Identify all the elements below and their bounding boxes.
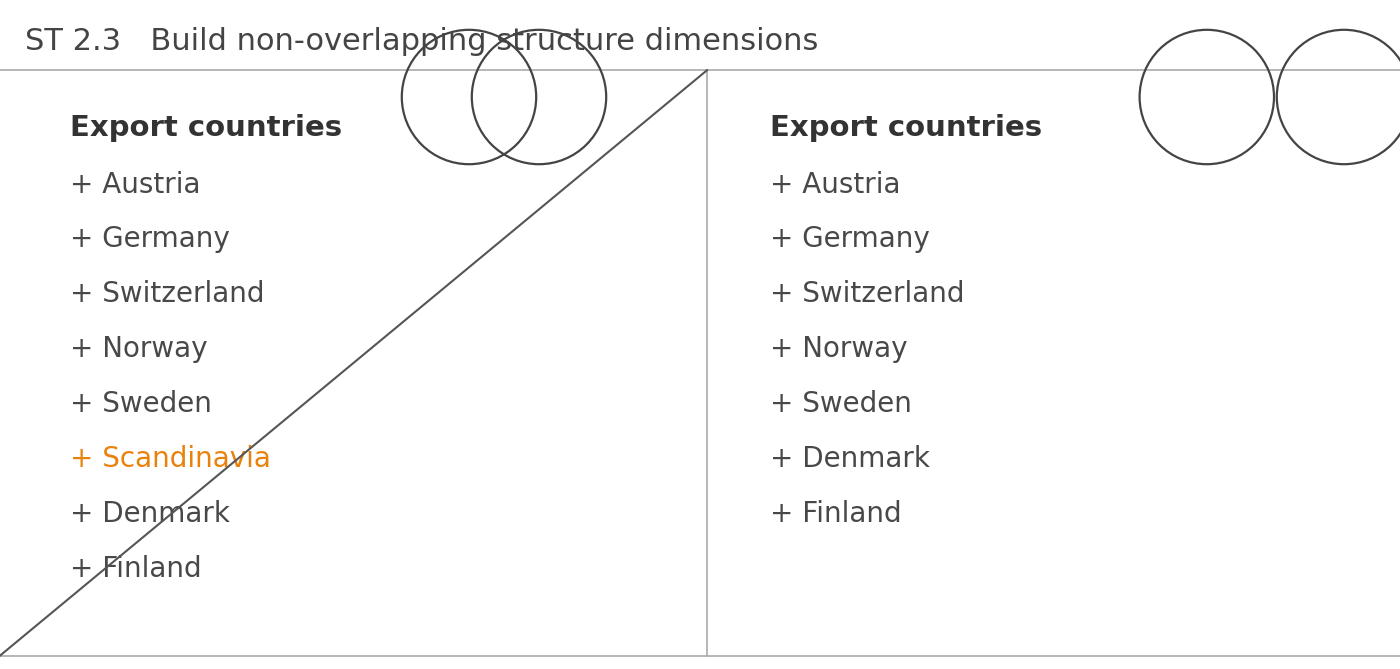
Text: + Austria: + Austria [70,171,200,199]
Text: + Sweden: + Sweden [770,390,911,418]
Text: + Germany: + Germany [70,225,230,254]
Text: + Switzerland: + Switzerland [70,280,265,308]
Text: + Scandinavia: + Scandinavia [70,445,270,473]
Text: + Austria: + Austria [770,171,900,199]
Text: + Denmark: + Denmark [70,500,230,528]
Text: + Norway: + Norway [70,335,207,363]
Text: + Denmark: + Denmark [770,445,930,473]
Text: ST 2.3   Build non-overlapping structure dimensions: ST 2.3 Build non-overlapping structure d… [25,27,819,56]
Text: + Germany: + Germany [770,225,930,254]
Text: + Sweden: + Sweden [70,390,211,418]
Text: Export countries: Export countries [70,114,342,142]
Text: Export countries: Export countries [770,114,1042,142]
Text: + Switzerland: + Switzerland [770,280,965,308]
Text: + Finland: + Finland [70,555,202,583]
Text: + Norway: + Norway [770,335,907,363]
Text: + Finland: + Finland [770,500,902,528]
